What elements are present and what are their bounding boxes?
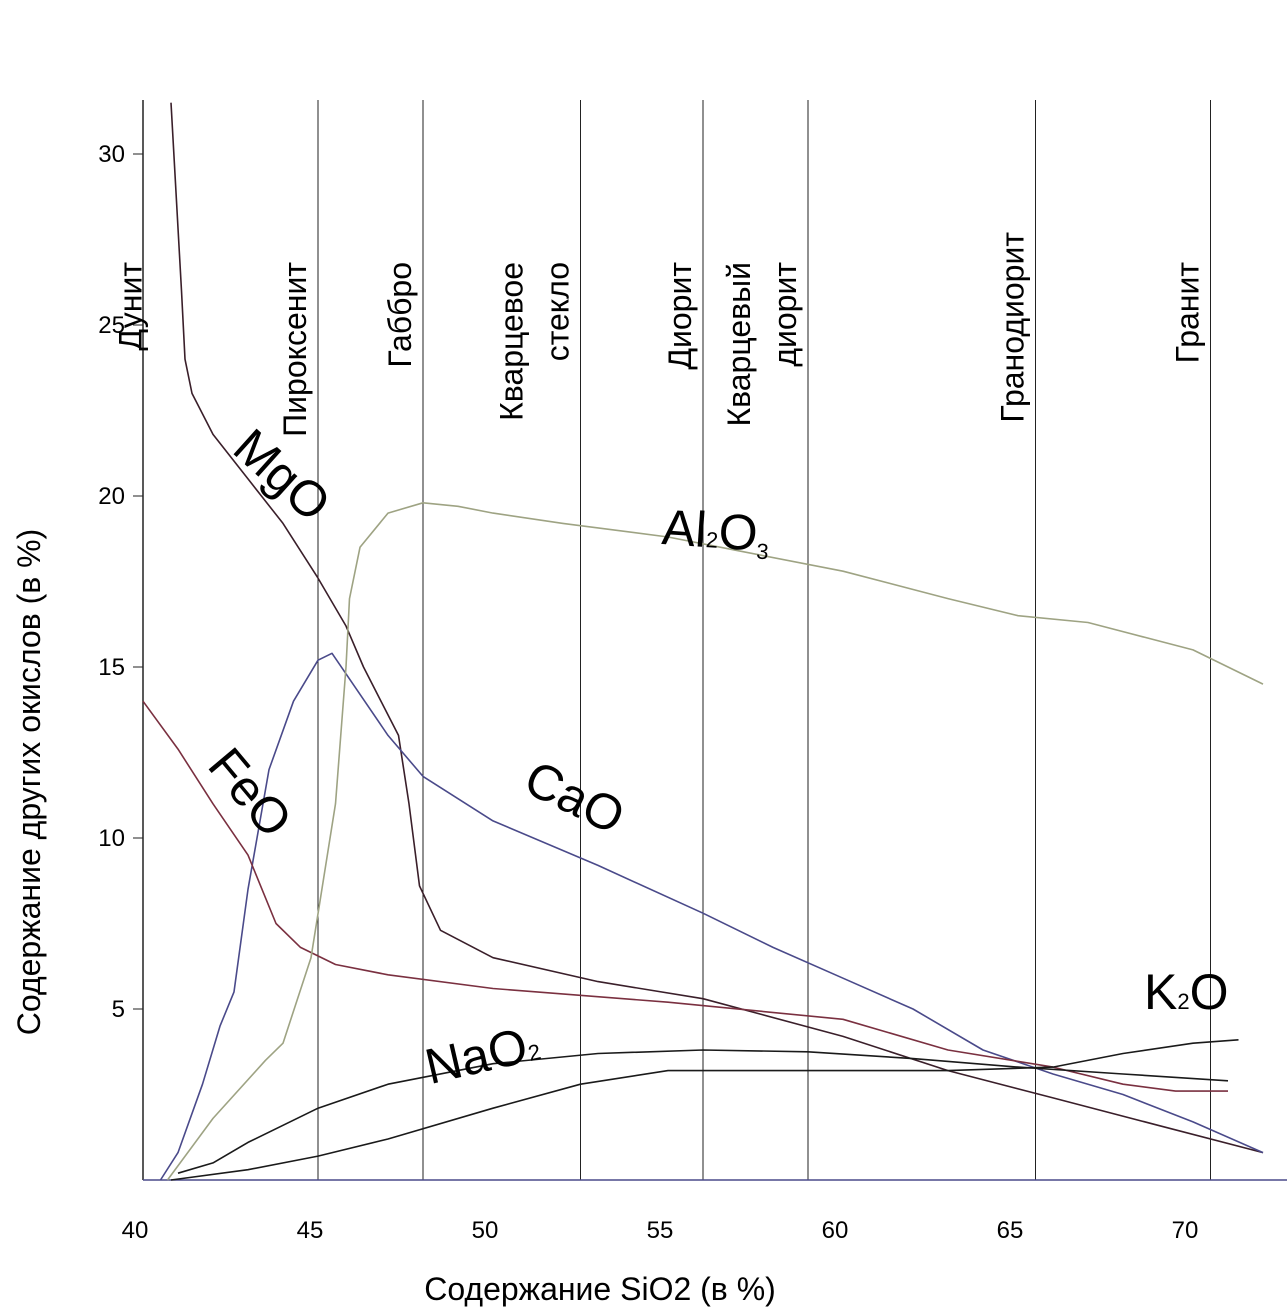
tick-labels: 5 10 15 20 25 30 40 45 50 55 60 65 70 <box>98 141 1198 1244</box>
rock-type-label: Кварцевое стекло <box>494 262 576 421</box>
rock-type-labels: Дунит Пироксенит Габбро Кварцевое стекло Диор… <box>113 232 1206 437</box>
series-lines <box>142 102 1264 1181</box>
series-line-k2o <box>170 1039 1239 1181</box>
curve-label: K2O <box>1144 964 1229 1020</box>
y-tick-label: 20 <box>98 483 125 510</box>
curve-label: FeO <box>198 737 303 847</box>
curve-label: CaO <box>516 750 633 845</box>
y-tick-label: 5 <box>112 996 125 1023</box>
rock-type-label: Кварцевый диорит <box>721 262 803 427</box>
curve-label: NaO2 <box>420 1014 545 1094</box>
x-tick-label: 60 <box>822 1217 849 1244</box>
rock-type-label-line: диорит <box>767 262 803 367</box>
x-tick-label: 40 <box>122 1217 149 1244</box>
rock-type-label-line: Диорит <box>662 262 698 370</box>
axes <box>133 100 1287 1181</box>
rock-type-label-line: Гранодиорит <box>995 232 1031 423</box>
series-line-mgo <box>170 102 1264 1154</box>
x-tick-label: 45 <box>297 1217 324 1244</box>
rock-type-label: Дунит <box>113 262 149 351</box>
rock-type-label: Диорит <box>662 262 698 370</box>
x-tick-label: 65 <box>997 1217 1024 1244</box>
rock-type-label-line: Габбро <box>382 262 418 368</box>
rock-divider-lines <box>317 100 1211 1180</box>
y-tick-label: 15 <box>98 654 125 681</box>
y-tick-label: 30 <box>98 141 125 168</box>
rock-type-label-line: Гранит <box>1170 262 1206 364</box>
series-line-cao <box>159 652 1264 1181</box>
y-tick-label: 25 <box>98 312 125 339</box>
rock-type-label-line: стекло <box>540 262 576 361</box>
curve-label: Al2O3 <box>660 499 772 564</box>
rock-type-label: Гранодиорит <box>995 232 1031 423</box>
rock-type-label: Гранит <box>1170 262 1206 364</box>
rock-type-label-line: Кварцевое <box>494 262 530 421</box>
rock-type-label: Габбро <box>382 262 418 368</box>
series-line-feo <box>142 700 1228 1092</box>
rock-type-label-line: Дунит <box>113 262 149 351</box>
y-axis-title: Содержание других окислов (в %) <box>11 529 47 1036</box>
x-tick-label: 50 <box>472 1217 499 1244</box>
x-axis-title: Содержание SiO2 (в %) <box>424 1271 776 1307</box>
rock-type-label-line: Пироксенит <box>277 262 313 437</box>
series-line-al2o3 <box>166 502 1264 1181</box>
rock-type-label: Пироксенит <box>277 262 313 437</box>
y-tick-label: 10 <box>98 825 125 852</box>
x-tick-label: 55 <box>647 1217 674 1244</box>
series-line-na2o <box>177 1049 1229 1174</box>
x-tick-label: 70 <box>1172 1217 1199 1244</box>
rock-type-label-line: Кварцевый <box>721 262 757 427</box>
